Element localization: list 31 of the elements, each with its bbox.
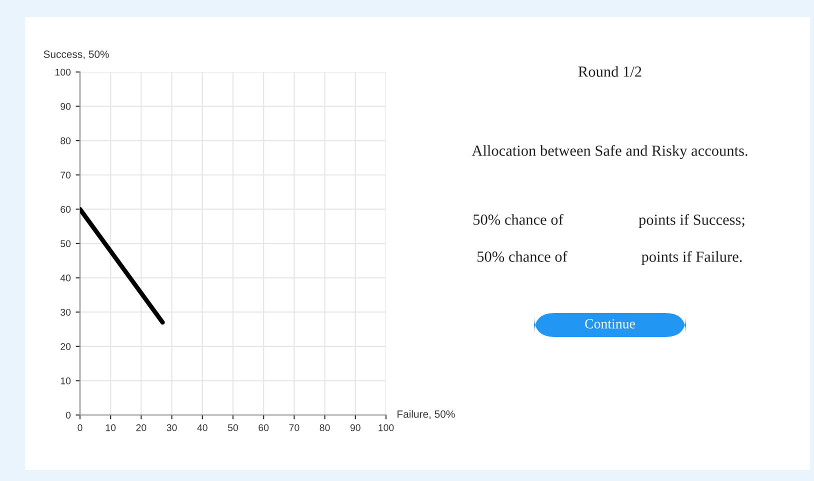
text: Continue xyxy=(585,319,635,328)
x-axis-title: Failure, 50% xyxy=(398,410,455,420)
x-tick-label: 30 xyxy=(166,424,177,432)
text: points if Success; xyxy=(638,214,744,228)
y-tick-label: 20 xyxy=(60,343,71,350)
text: points if Failure. xyxy=(642,250,742,266)
x-tick-label: 70 xyxy=(289,424,300,432)
y-tick-label: 10 xyxy=(60,377,71,384)
x-tick-label: 90 xyxy=(350,424,360,432)
y-tick-label: 100 xyxy=(55,68,71,76)
text: 50% chance of xyxy=(478,250,568,262)
y-tick-label: 30 xyxy=(60,308,71,316)
text: 50% chance of xyxy=(474,214,564,225)
text: Allocation between Safe and Risky accounts. xyxy=(472,144,748,160)
x-tick-label: 60 xyxy=(258,424,269,432)
y-tick-label: 70 xyxy=(60,172,71,179)
y-tick-label: 0 xyxy=(66,412,71,419)
y-axis-title: Success, 50% xyxy=(44,50,109,60)
x-tick-label: 50 xyxy=(228,424,238,432)
y-tick-label: 50 xyxy=(60,240,71,248)
y-tick-label: 40 xyxy=(60,274,71,282)
x-tick-label: 0 xyxy=(78,424,82,432)
x-tick-label: 10 xyxy=(106,424,116,432)
x-tick-label: 100 xyxy=(378,424,394,432)
y-tick-label: 60 xyxy=(60,206,71,213)
x-tick-label: 80 xyxy=(320,424,330,432)
text: Round 1/2 xyxy=(578,66,642,77)
y-tick-label: 90 xyxy=(60,103,71,110)
y-tick-label: 80 xyxy=(60,137,71,144)
x-tick-label: 40 xyxy=(197,424,208,432)
x-tick-label: 20 xyxy=(136,424,146,432)
